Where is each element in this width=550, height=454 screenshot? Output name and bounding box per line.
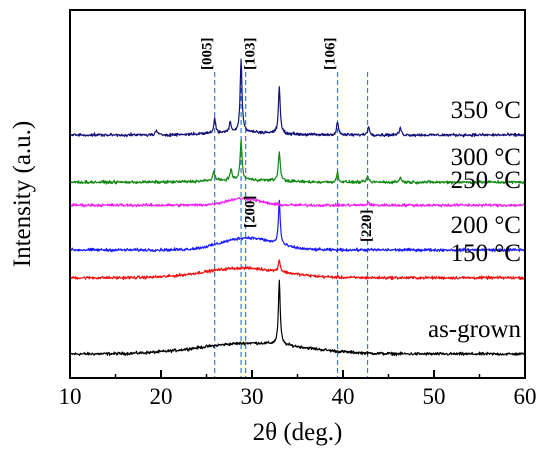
- series-line: [69, 279, 526, 357]
- series-line: [69, 199, 526, 253]
- x-tick-label: 40: [332, 384, 355, 409]
- plane-label: [106]: [323, 38, 339, 71]
- series-label: 300 °C: [451, 144, 521, 171]
- series-line: [69, 139, 526, 185]
- x-tick-label: 60: [514, 384, 537, 409]
- series-line: [69, 259, 526, 281]
- series-lines: [69, 58, 526, 357]
- plane-labels: [005] [103] [106] [200] [220]: [200, 38, 375, 243]
- x-axis-ticks: 10 20 30 40 50 60: [59, 370, 537, 409]
- x-axis-title: 2θ (deg.): [253, 419, 343, 446]
- x-tick-label: 20: [150, 384, 173, 409]
- plane-label: [005]: [200, 38, 216, 71]
- series-label: 350 °C: [451, 97, 521, 124]
- reference-lines: [214, 72, 369, 378]
- series-line: [69, 58, 526, 138]
- plane-label: [200]: [242, 196, 258, 229]
- x-tick-label: 10: [59, 384, 82, 409]
- plane-label: [220]: [359, 210, 375, 243]
- series-label: 250 °C: [451, 167, 521, 194]
- plane-label: [103]: [242, 38, 258, 71]
- x-tick-label: 50: [423, 384, 446, 409]
- series-label: 150 °C: [451, 240, 521, 267]
- y-axis-title: Intensity (a.u.): [9, 121, 36, 267]
- series-label: 200 °C: [451, 212, 521, 239]
- series-line: [69, 196, 526, 208]
- x-tick-label: 30: [241, 384, 264, 409]
- series-label: as-grown: [428, 316, 522, 343]
